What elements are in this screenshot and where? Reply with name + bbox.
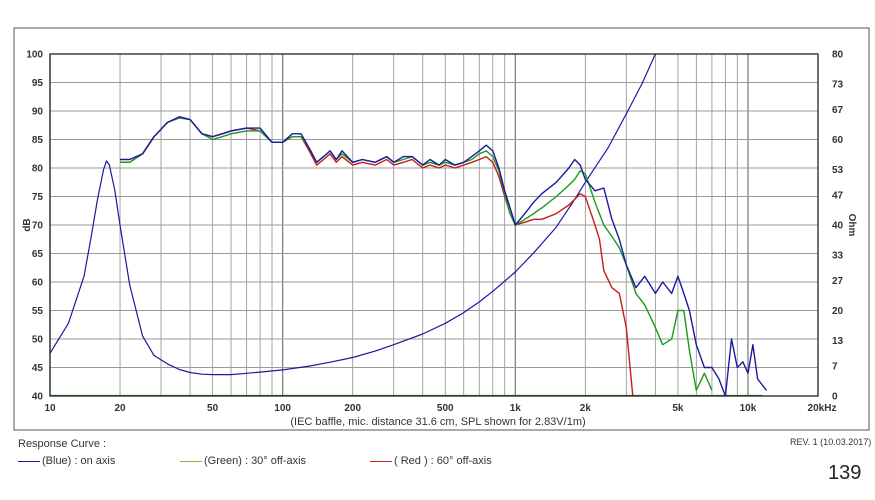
series-line-impedance <box>49 53 656 376</box>
series-line-60deg <box>120 117 634 397</box>
y-tick-label: 40 <box>32 392 44 403</box>
legend-label-60deg: ( Red ) : 60° off-axis <box>394 455 492 467</box>
x-tick-label: 1k <box>510 403 522 414</box>
x-tick-label: 2k <box>580 403 592 414</box>
y-tick-label: 100 <box>26 50 43 61</box>
y2-tick-label: 20 <box>832 306 844 317</box>
y-tick-label: 85 <box>32 135 44 146</box>
y-tick-label: 50 <box>32 335 44 346</box>
legend-swatch-red <box>370 460 392 462</box>
y-tick-label: 45 <box>32 363 44 374</box>
y-tick-label: 60 <box>32 278 44 289</box>
x-tick-label: 5k <box>672 403 684 414</box>
series-line-on-axis <box>120 115 767 397</box>
legend-swatch-green <box>180 460 202 462</box>
y-tick-label: 55 <box>32 306 44 317</box>
legend-label-30deg: (Green) : 30° off-axis <box>204 455 307 467</box>
y2-tick-label: 60 <box>832 135 844 146</box>
x-tick-label: 500 <box>437 403 454 414</box>
y-tick-label: 65 <box>32 249 44 260</box>
grid <box>49 53 819 397</box>
plot-area-border <box>49 53 819 397</box>
outer-frame <box>13 27 870 431</box>
legend-title: Response Curve : <box>18 438 107 450</box>
y2-tick-label: 53 <box>832 165 844 176</box>
x-tick-label: 50 <box>207 403 219 414</box>
legend-item-60deg: ( Red ) : 60° off-axis <box>370 455 492 467</box>
y-tick-label: 70 <box>32 221 44 232</box>
x-tick-label: 20kHz <box>808 403 837 414</box>
y-tick-label: 90 <box>32 107 44 118</box>
y2-tick-label: 0 <box>832 392 838 403</box>
y-tick-label: 75 <box>32 192 44 203</box>
x-tick-label: 20 <box>114 403 126 414</box>
revision-label: REV. 1 (10.03.2017) <box>790 437 872 447</box>
x-axis-caption: (IEC baffle, mic. distance 31.6 cm, SPL … <box>290 416 585 428</box>
y2-tick-label: 13 <box>832 336 844 347</box>
x-tick-label: 200 <box>344 403 361 414</box>
tick-labels: 10 20 50 100 200 500 1k 2k 5k 10k 20kHz10095908580… <box>26 50 843 415</box>
legend-item-on-axis: (Blue) : on axis <box>18 455 115 467</box>
page-number: 139 <box>828 462 862 484</box>
y2-tick-label: 40 <box>832 221 844 232</box>
legend-swatch-blue <box>18 460 40 462</box>
y2-axis-label-ohm: Ohm <box>846 214 857 237</box>
legend-label-on-axis: (Blue) : on axis <box>42 455 116 467</box>
y2-tick-label: 47 <box>832 191 844 202</box>
y-axis-label-db: dB <box>22 218 33 231</box>
y2-tick-label: 67 <box>832 105 844 116</box>
y2-tick-label: 73 <box>832 79 844 90</box>
x-tick-label: 10k <box>740 403 757 414</box>
y2-tick-label: 33 <box>832 250 844 261</box>
y-tick-label: 95 <box>32 78 44 89</box>
y2-tick-label: 27 <box>832 276 844 287</box>
y2-tick-label: 80 <box>832 50 844 61</box>
y-tick-label: 80 <box>32 164 44 175</box>
series-lines <box>49 53 767 397</box>
x-tick-label: 10 <box>44 403 56 414</box>
legend-item-30deg: (Green) : 30° off-axis <box>180 455 306 467</box>
x-tick-label: 100 <box>274 403 291 414</box>
y2-tick-label: 7 <box>832 362 838 373</box>
